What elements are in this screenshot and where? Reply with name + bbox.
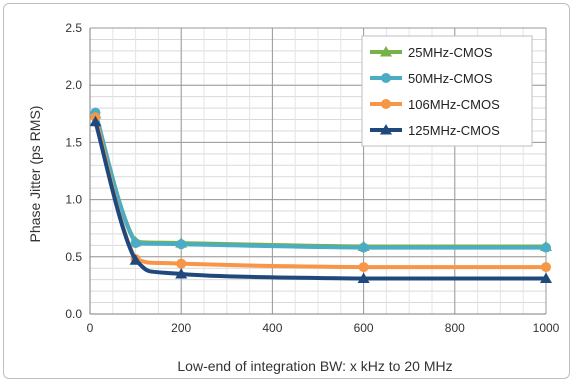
legend-marker <box>380 46 392 57</box>
legend-item: 50MHz-CMOS <box>370 71 493 86</box>
data-point <box>541 262 551 273</box>
legend: 25MHz-CMOS 50MHz-CMOS 106MHz-CMOS 125MHz-CM… <box>361 35 533 147</box>
series-125MHz-CMOS <box>89 115 552 284</box>
x-tick-label: 1000 <box>533 321 560 335</box>
legend-marker <box>381 99 391 109</box>
data-point <box>176 239 187 250</box>
y-tick-label: 0.5 <box>65 250 82 264</box>
legend-label: 106MHz-CMOS <box>408 97 500 112</box>
series-50MHz-CMOS <box>90 107 551 253</box>
y-axis-title: Phase Jitter (ps RMS) <box>27 106 43 243</box>
data-point <box>129 254 142 265</box>
data-point <box>540 272 552 284</box>
x-tick-label: 0 <box>87 321 94 335</box>
data-point <box>176 258 187 269</box>
data-point <box>89 115 102 127</box>
data-point <box>358 262 369 273</box>
x-tick-label: 600 <box>354 321 374 335</box>
axes-layer: 0.0 0.5 1.0 1.5 2.0 2.5 0 200 400 600 800 1000 <box>65 21 559 335</box>
x-tick-label: 200 <box>171 321 191 335</box>
y-tick-label: 2.5 <box>65 21 82 35</box>
y-tick-label: 1.5 <box>65 135 82 149</box>
legend-marker <box>380 124 392 135</box>
y-tick-label: 1.0 <box>65 193 82 207</box>
y-tick-label: 2.0 <box>65 78 82 92</box>
data-point <box>175 267 188 279</box>
x-tick-label: 400 <box>262 321 282 335</box>
data-point <box>358 242 369 253</box>
legend-marker <box>381 73 391 83</box>
series-layer <box>89 107 552 284</box>
legend-item: 125MHz-CMOS <box>370 123 500 138</box>
y-tick-label: 0.0 <box>65 307 82 321</box>
legend-label: 25MHz-CMOS <box>408 45 493 60</box>
legend-label: 125MHz-CMOS <box>408 123 500 138</box>
data-point <box>130 238 141 249</box>
series-line <box>93 121 546 281</box>
data-point <box>357 272 370 284</box>
x-axis-title: Low-end of integration BW: x kHz to 20 M… <box>177 358 452 374</box>
legend-item: 106MHz-CMOS <box>370 97 500 112</box>
legend-label: 50MHz-CMOS <box>408 71 493 86</box>
legend-item: 25MHz-CMOS <box>370 45 493 60</box>
x-tick-label: 800 <box>445 321 465 335</box>
data-point <box>541 242 551 253</box>
series-line <box>93 112 546 250</box>
